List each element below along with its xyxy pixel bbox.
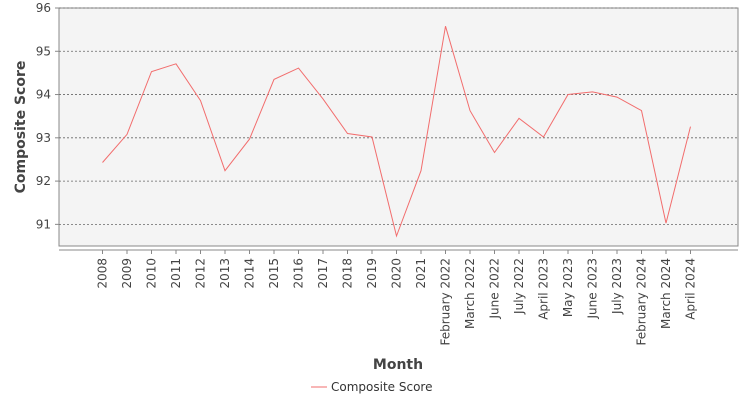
x-tick-label: April 2024 (684, 258, 698, 320)
x-tick-label: July 2022 (512, 258, 526, 315)
x-tick-label: 2014 (243, 258, 257, 289)
x-tick-label: 2010 (145, 258, 159, 289)
x-tick-label: 2017 (316, 258, 330, 289)
x-axis: 2008 2009 2010 2011 2012 2013 2014 2015 2016 2017… (59, 249, 738, 346)
x-tick-label: June 2023 (586, 258, 600, 320)
y-tick-label: 93 (36, 131, 51, 145)
x-tick-label: February 2024 (635, 258, 649, 346)
x-tick-label: February 2022 (439, 258, 453, 346)
plot-area (58, 7, 739, 247)
legend-label: Composite Score (331, 380, 432, 394)
x-tick-label: 2015 (267, 258, 281, 289)
y-axis-title: Composite Score (13, 61, 29, 194)
x-tick-label: July 2023 (610, 258, 624, 315)
y-tick-label: 96 (36, 1, 51, 15)
x-tick-label: 2019 (365, 258, 379, 289)
y-tick-label: 92 (36, 174, 51, 188)
series-layer (102, 26, 691, 238)
x-tick-label: 2016 (292, 258, 306, 289)
x-tick-label: May 2023 (561, 258, 575, 317)
x-tick-label: 2009 (120, 258, 134, 289)
x-tick-label: 2020 (390, 258, 404, 289)
y-tick-label: 94 (36, 88, 51, 102)
y-axis: 91 92 93 94 95 96 (36, 1, 59, 231)
y-tick-label: 91 (36, 217, 51, 231)
x-tick-label: March 2022 (463, 258, 477, 329)
x-axis-title: Month (373, 357, 423, 373)
x-tick-label: 2011 (169, 258, 183, 289)
x-tick-label: 2021 (414, 258, 428, 289)
x-tick-label: June 2022 (488, 258, 502, 320)
x-tick-label: 2008 (96, 258, 110, 289)
grid-lines (59, 7, 738, 225)
x-tick-label: 2013 (218, 258, 232, 289)
x-tick-label: April 2023 (537, 258, 551, 320)
x-tick-label: March 2024 (659, 258, 673, 329)
legend: Composite Score (311, 380, 432, 394)
series-line-composite-score (102, 26, 691, 238)
y-tick-label: 95 (36, 44, 51, 58)
x-tick-label: 2018 (341, 258, 355, 289)
x-tick-label: 2012 (194, 258, 208, 289)
